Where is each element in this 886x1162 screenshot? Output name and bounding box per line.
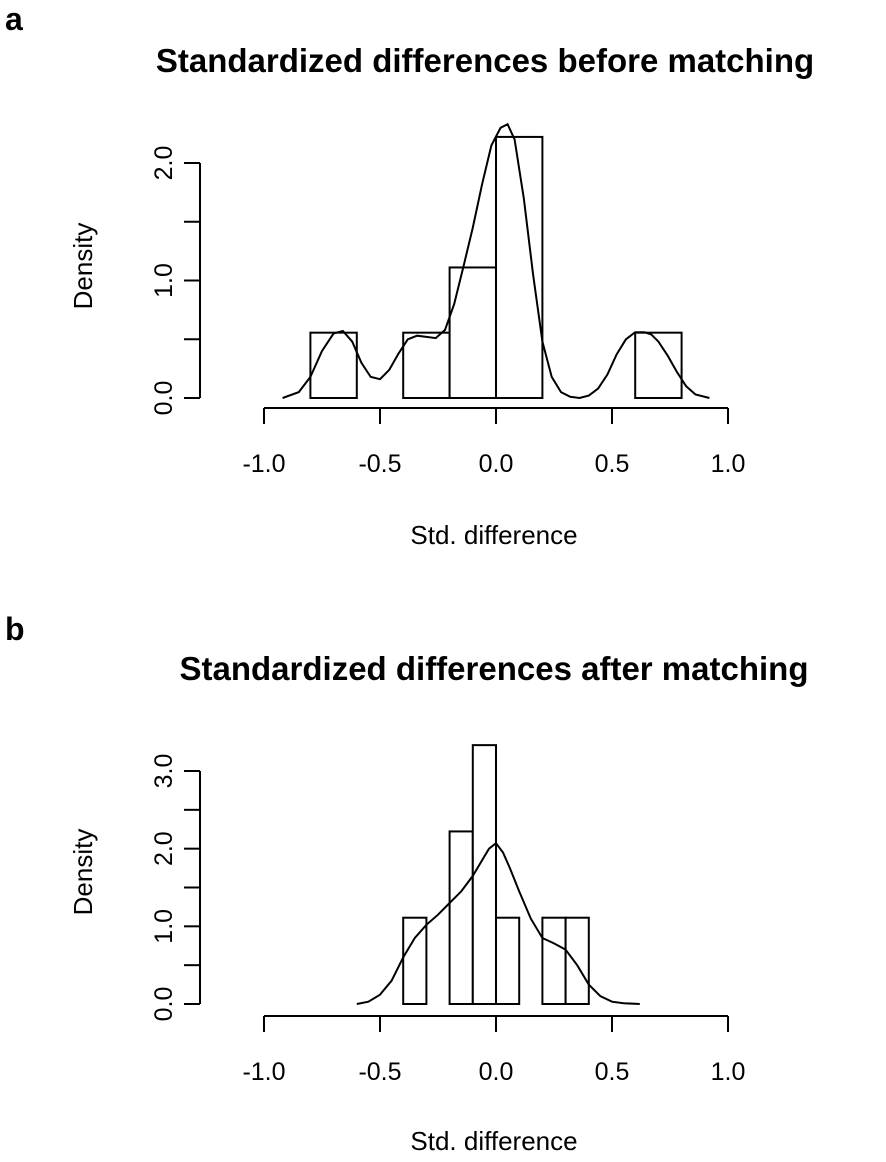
y-tick-label-b-6: 3.0 bbox=[150, 754, 178, 789]
panel-a: a Standardized differences before matchi… bbox=[5, 1, 814, 550]
y-tick-label-b-0: 0.0 bbox=[150, 987, 178, 1022]
density-curve-a bbox=[282, 122, 710, 400]
histogram-bar-a-3 bbox=[448, 266, 498, 399]
x-axis-a: -1.0 -0.5 0.0 0.5 1.0 bbox=[242, 407, 746, 478]
x-tick-label-b-1: -0.5 bbox=[358, 1058, 401, 1086]
chart-title-a: Standardized differences before matching bbox=[156, 42, 814, 79]
x-tick-label-a-1: -0.5 bbox=[358, 450, 401, 478]
x-tick-label-b-3: 0.5 bbox=[595, 1058, 630, 1086]
histogram-bar-b-0 bbox=[402, 916, 428, 1006]
x-axis-label-b: Std. difference bbox=[410, 1126, 577, 1156]
x-tick-label-a-3: 0.5 bbox=[595, 450, 630, 478]
histogram-bar-a-2 bbox=[402, 331, 451, 400]
x-tick-label-a-4: 1.0 bbox=[711, 450, 746, 478]
panel-label-b: b bbox=[5, 611, 25, 647]
histogram-bar-b-2 bbox=[448, 830, 474, 1006]
histogram-bar-b-7 bbox=[564, 916, 590, 1006]
chart-title-b: Standardized differences after matching bbox=[180, 650, 809, 687]
x-tick-label-b-2: 0.0 bbox=[479, 1058, 514, 1086]
y-axis-b: 0.0 1.0 2.0 3.0 bbox=[150, 754, 201, 1022]
x-axis-label-a: Std. difference bbox=[410, 520, 577, 550]
y-axis-label-a: Density bbox=[68, 223, 98, 310]
panel-b: b Standardized differences after matchin… bbox=[5, 611, 808, 1156]
histogram-bar-b-3 bbox=[471, 744, 497, 1006]
y-tick-label-a-2: 1.0 bbox=[150, 263, 178, 298]
histogram-bar-a-0 bbox=[309, 331, 358, 400]
x-tick-label-a-0: -1.0 bbox=[242, 450, 285, 478]
bars-a bbox=[309, 135, 683, 400]
y-axis-a: 0.0 1.0 2.0 bbox=[150, 146, 201, 416]
histogram-bar-a-4 bbox=[495, 135, 544, 399]
panel-label-a: a bbox=[5, 1, 23, 37]
y-tick-label-b-2: 1.0 bbox=[150, 909, 178, 944]
y-tick-label-b-4: 2.0 bbox=[150, 831, 178, 866]
bars-b bbox=[402, 744, 590, 1006]
y-tick-label-a-0: 0.0 bbox=[150, 381, 178, 416]
y-axis-label-b: Density bbox=[68, 829, 98, 916]
density-curve-b bbox=[356, 841, 640, 1005]
y-tick-label-a-4: 2.0 bbox=[150, 146, 178, 181]
x-tick-label-a-2: 0.0 bbox=[479, 450, 514, 478]
x-axis-b: -1.0 -0.5 0.0 0.5 1.0 bbox=[242, 1015, 746, 1086]
x-tick-label-b-4: 1.0 bbox=[711, 1058, 746, 1086]
histogram-bar-b-6 bbox=[541, 916, 567, 1006]
x-tick-label-b-0: -1.0 bbox=[242, 1058, 285, 1086]
histogram-bar-b-4 bbox=[495, 916, 521, 1006]
